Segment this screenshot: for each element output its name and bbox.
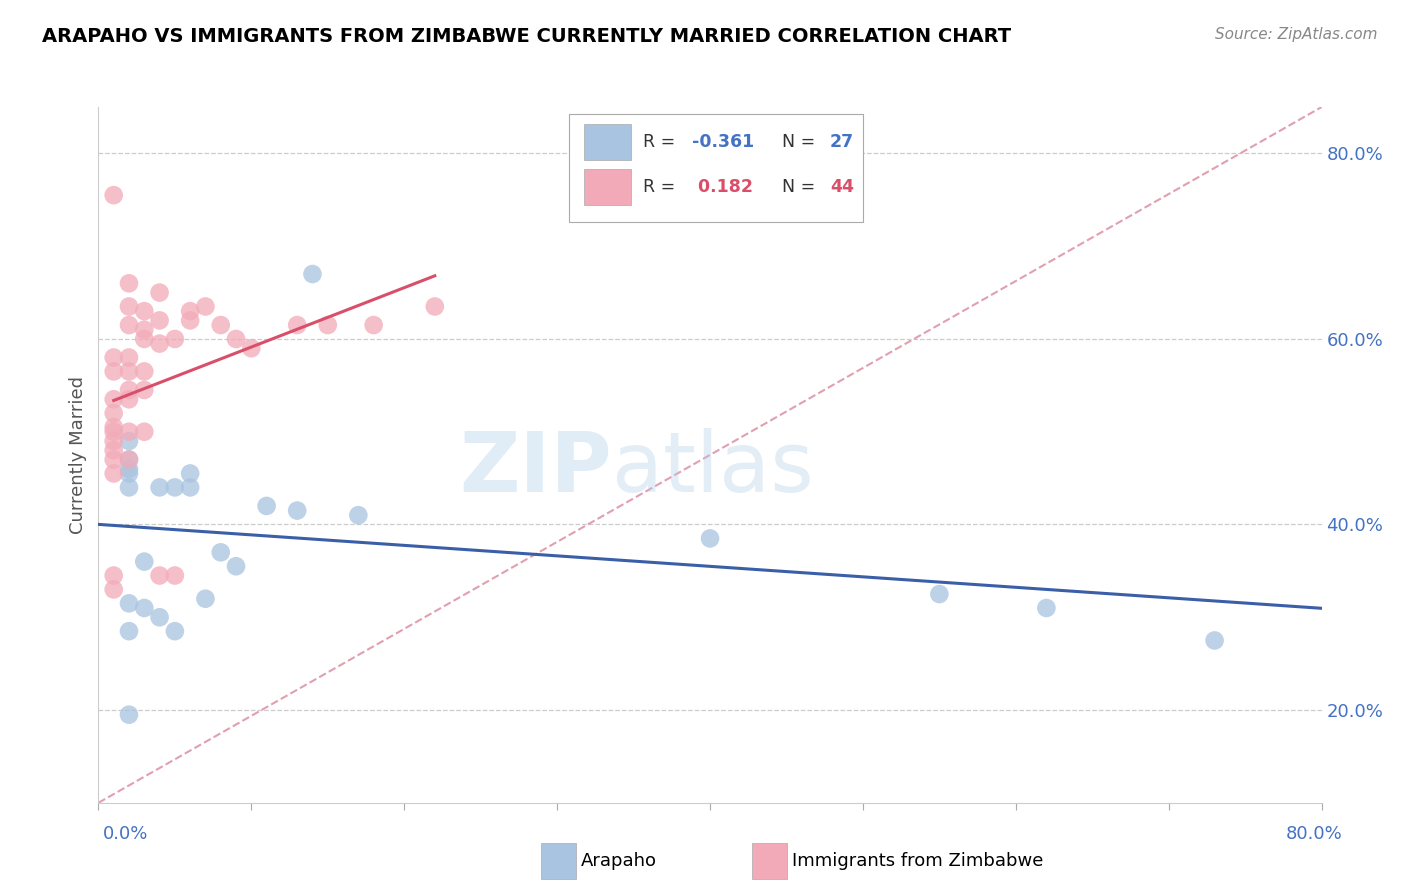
Point xyxy=(225,332,247,346)
Point xyxy=(699,532,721,546)
Text: N =: N = xyxy=(772,133,821,151)
Point xyxy=(285,503,308,517)
Point xyxy=(134,364,156,378)
Point xyxy=(103,188,125,202)
Text: 44: 44 xyxy=(830,178,853,196)
Point xyxy=(149,610,172,624)
Point xyxy=(194,300,217,314)
Point xyxy=(179,313,201,327)
Text: ARAPAHO VS IMMIGRANTS FROM ZIMBABWE CURRENTLY MARRIED CORRELATION CHART: ARAPAHO VS IMMIGRANTS FROM ZIMBABWE CURR… xyxy=(42,27,1011,45)
Text: R =: R = xyxy=(643,178,681,196)
Point xyxy=(347,508,370,523)
Text: Immigrants from Zimbabwe: Immigrants from Zimbabwe xyxy=(792,852,1043,870)
Point xyxy=(225,559,247,574)
Point xyxy=(149,313,172,327)
FancyBboxPatch shape xyxy=(583,124,630,160)
Point xyxy=(134,323,156,337)
Point xyxy=(240,341,263,355)
Point xyxy=(118,452,141,467)
Text: -0.361: -0.361 xyxy=(692,133,754,151)
Point xyxy=(103,568,125,582)
Point xyxy=(103,420,125,434)
Point xyxy=(134,304,156,318)
Point xyxy=(103,364,125,378)
Point xyxy=(163,624,186,639)
FancyBboxPatch shape xyxy=(583,169,630,205)
Text: 0.0%: 0.0% xyxy=(103,825,148,843)
FancyBboxPatch shape xyxy=(569,114,863,222)
Text: atlas: atlas xyxy=(612,428,814,509)
Point xyxy=(118,480,141,494)
Text: Source: ZipAtlas.com: Source: ZipAtlas.com xyxy=(1215,27,1378,42)
Point xyxy=(118,467,141,481)
Point xyxy=(118,624,141,639)
Point xyxy=(118,434,141,448)
Point xyxy=(179,467,201,481)
Point xyxy=(134,383,156,397)
Point xyxy=(149,480,172,494)
Point xyxy=(103,443,125,458)
Point xyxy=(301,267,323,281)
Text: 80.0%: 80.0% xyxy=(1286,825,1343,843)
Point xyxy=(1204,633,1226,648)
Point xyxy=(149,336,172,351)
Text: Arapaho: Arapaho xyxy=(581,852,657,870)
Point xyxy=(134,425,156,439)
Point xyxy=(423,300,446,314)
Point xyxy=(118,425,141,439)
Point xyxy=(179,480,201,494)
Text: R =: R = xyxy=(643,133,681,151)
Y-axis label: Currently Married: Currently Married xyxy=(69,376,87,534)
Point xyxy=(134,332,156,346)
Point xyxy=(363,318,385,332)
Point xyxy=(149,285,172,300)
Point xyxy=(118,707,141,722)
Point xyxy=(103,351,125,365)
Point xyxy=(134,555,156,569)
Point xyxy=(928,587,950,601)
Point xyxy=(118,383,141,397)
Point xyxy=(209,318,232,332)
Point xyxy=(179,304,201,318)
Point xyxy=(103,425,125,439)
Point xyxy=(149,568,172,582)
Point xyxy=(103,452,125,467)
Text: 27: 27 xyxy=(830,133,853,151)
Point xyxy=(163,568,186,582)
Text: 0.182: 0.182 xyxy=(692,178,752,196)
Text: N =: N = xyxy=(772,178,821,196)
Point xyxy=(1035,601,1057,615)
Point xyxy=(118,300,141,314)
Text: ZIP: ZIP xyxy=(460,428,612,509)
Point xyxy=(103,434,125,448)
Point xyxy=(118,462,141,476)
Point xyxy=(163,332,186,346)
Point xyxy=(118,452,141,467)
Point xyxy=(118,596,141,610)
Point xyxy=(118,364,141,378)
Point xyxy=(118,392,141,407)
Point xyxy=(103,406,125,420)
Point xyxy=(285,318,308,332)
Point xyxy=(118,318,141,332)
Point xyxy=(118,277,141,291)
Point xyxy=(103,392,125,407)
Point xyxy=(256,499,278,513)
Point xyxy=(316,318,339,332)
Point xyxy=(118,351,141,365)
Point xyxy=(103,467,125,481)
Point xyxy=(194,591,217,606)
Point xyxy=(103,582,125,597)
Point xyxy=(163,480,186,494)
Point xyxy=(134,601,156,615)
Point xyxy=(209,545,232,559)
